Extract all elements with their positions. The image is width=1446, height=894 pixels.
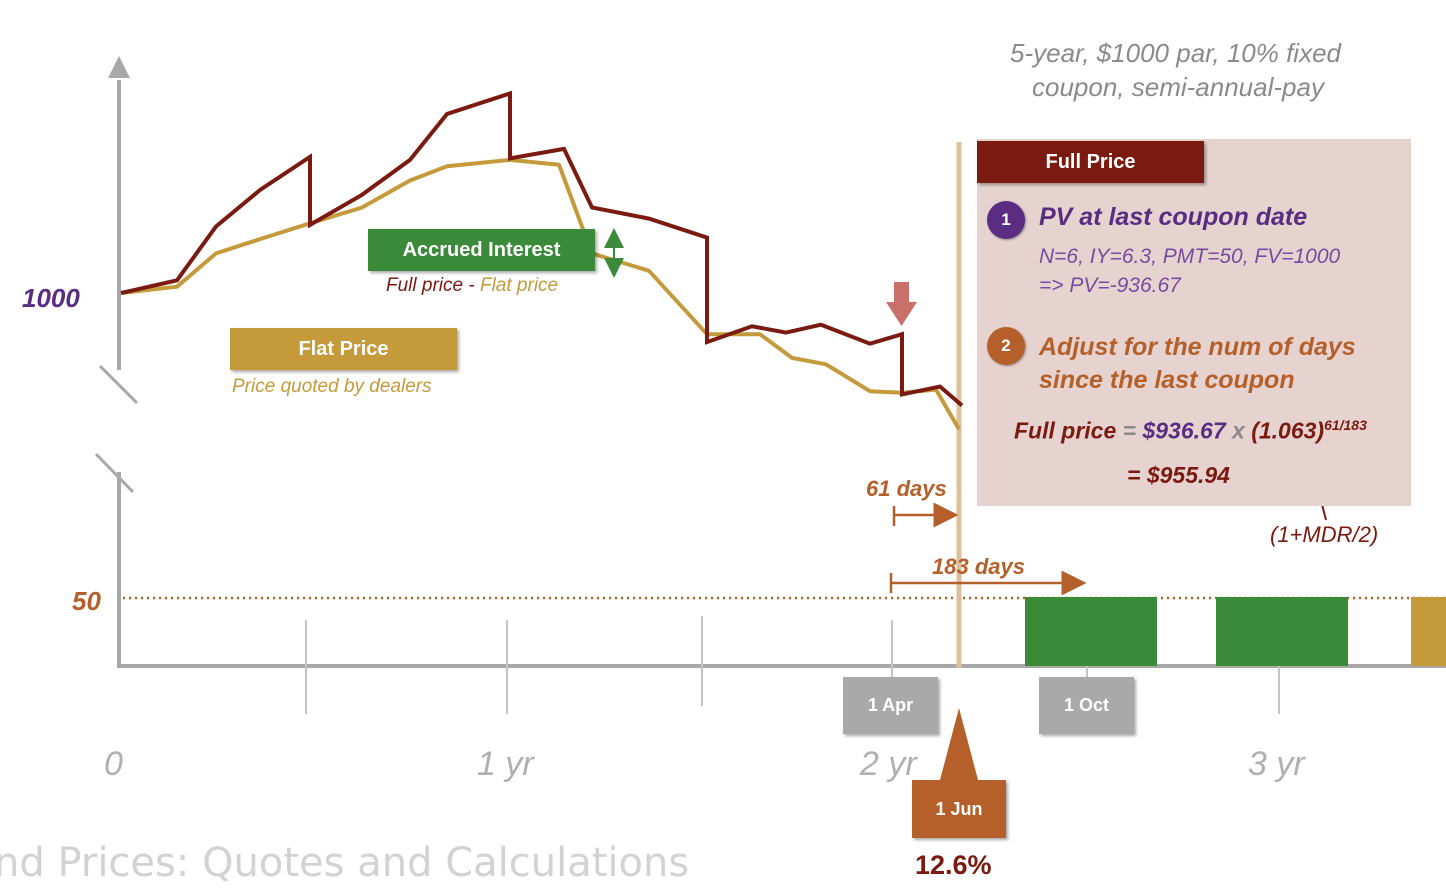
days-183-label: 183 days	[932, 554, 1025, 579]
step-2-title-2: since the last coupon	[1039, 366, 1295, 394]
x-tick-label: 0	[104, 745, 123, 783]
y-axis-arrowhead	[108, 56, 130, 78]
formula-exponent: 61/183	[1324, 417, 1367, 433]
x-tick-label: 2 yr	[860, 745, 917, 783]
accrued-interest-label: Accrued Interest	[368, 229, 595, 271]
y-label-1000: 1000	[22, 283, 80, 313]
formula-factor: (1.063)	[1251, 417, 1325, 444]
formula-lhs: Full price	[1014, 417, 1117, 444]
subtitle-line-2: coupon, semi-annual-pay	[1032, 72, 1324, 102]
y-label-50: 50	[72, 586, 101, 616]
down-arrow-icon	[886, 282, 917, 326]
coupon-bar	[1025, 597, 1157, 666]
step-1-title: PV at last coupon date	[1039, 203, 1308, 231]
formula-times: x	[1225, 417, 1252, 444]
y-axis-break-top	[98, 364, 139, 405]
full-price-formula: Full price = $936.67 x (1.063)61/183	[1014, 417, 1367, 445]
flat-price-line	[120, 157, 961, 431]
step-1-badge: 1	[987, 201, 1025, 239]
accrued-caption-full: Full price	[386, 275, 464, 296]
accrued-caption: Full price - Flat price	[386, 275, 558, 297]
date-tag-apr: 1 Apr	[843, 677, 938, 734]
step-1-line-1: N=6, IY=6.3, PMT=50, FV=1000	[1039, 245, 1341, 268]
formula-eq: =	[1116, 417, 1143, 444]
full-price-title: Full Price	[977, 141, 1204, 183]
x-tick-label: 3 yr	[1248, 745, 1305, 783]
flat-price-caption: Price quoted by dealers	[232, 376, 432, 397]
step-2-title-1: Adjust for the num of days	[1039, 333, 1356, 361]
date-tag-oct: 1 Oct	[1039, 677, 1134, 734]
subtitle-line-1: 5-year, $1000 par, 10% fixed	[1010, 38, 1342, 68]
mdr-note: (1+MDR/2)	[1270, 522, 1379, 547]
date-tag-jun: 1 Jun	[912, 780, 1006, 838]
accrued-caption-flat: Flat price	[479, 275, 559, 296]
step-1-line-2: => PV=-936.67	[1039, 274, 1181, 297]
coupon-bar	[1411, 597, 1446, 666]
full-price-line	[120, 90, 964, 408]
formula-pv: $936.67	[1142, 417, 1226, 444]
rate-label: 12.6%	[915, 850, 992, 880]
x-tick-label: 1 yr	[477, 745, 534, 783]
jun-pointer	[940, 708, 978, 780]
step-2-badge: 2	[987, 327, 1025, 365]
formula-result: = $955.94	[1127, 462, 1230, 488]
coupon-bar	[1216, 597, 1348, 666]
footer-title: nd Prices: Quotes and Calculations	[0, 840, 690, 886]
accrued-caption-sep: -	[463, 275, 480, 296]
flat-price-label: Flat Price	[230, 328, 457, 370]
y-axis-break-bottom	[94, 452, 135, 494]
full-price-panel	[977, 139, 1411, 506]
days-61-label: 61 days	[866, 476, 947, 501]
